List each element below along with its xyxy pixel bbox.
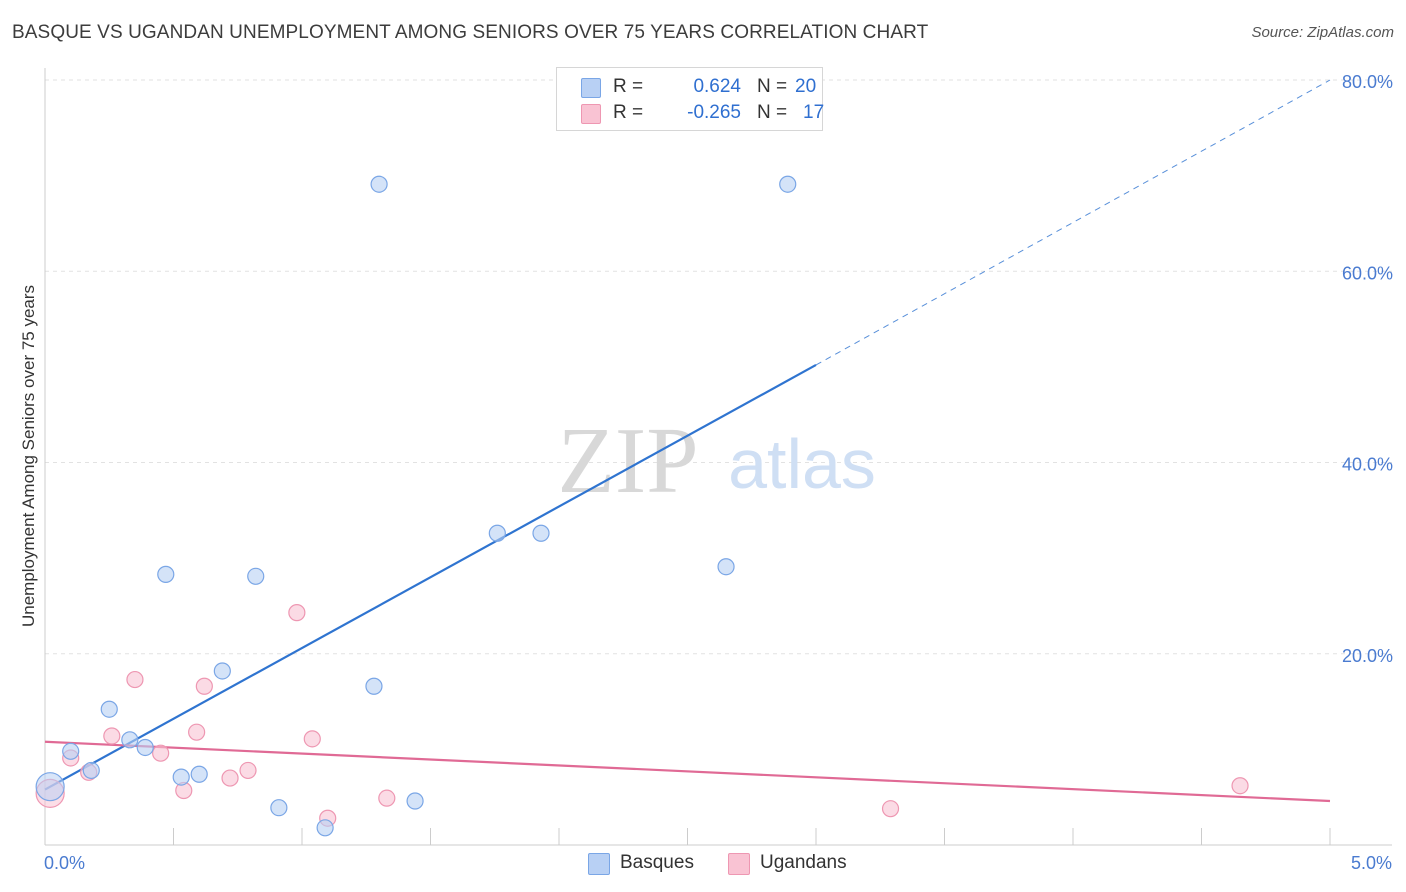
ugandans-point-4 — [103, 727, 121, 745]
x-tick-label-max: 5.0% — [1351, 853, 1392, 873]
y-tick-label-40: 40.0% — [1342, 455, 1393, 475]
ugandans-r-label: R = — [613, 102, 644, 123]
ugandans-r-value: -0.265 — [687, 102, 741, 123]
basques-point-14 — [365, 677, 383, 695]
x-tick-label-min: 0.0% — [44, 853, 85, 873]
basques-point-2 — [62, 742, 80, 760]
watermark-atlas: atlas — [728, 425, 876, 503]
ugandans-point-10 — [221, 769, 239, 787]
basques-point-11 — [247, 567, 265, 585]
basques-point-3 — [82, 761, 100, 780]
ugandans-point-12 — [288, 604, 306, 622]
ugandans-point-5 — [126, 670, 144, 689]
ugandans-legend-label: Ugandans — [760, 852, 847, 873]
basques-point-8 — [172, 768, 190, 786]
basques-point-10 — [213, 662, 231, 680]
basques-n-label: N = — [757, 76, 788, 97]
correlation-legend: R = 0.624 N = 20 R = -0.265 N = 17 — [556, 67, 825, 131]
axes — [44, 68, 1392, 846]
ugandans-n-label: N = — [757, 102, 788, 123]
watermark-zip: ZIP — [558, 409, 699, 513]
ugandans-point-11 — [239, 761, 257, 780]
basques-point-12 — [270, 799, 288, 817]
basques-trend-extension — [815, 79, 1331, 366]
basques-point-16 — [406, 792, 424, 810]
ugandans-swatch — [581, 104, 601, 124]
basques-point-19 — [717, 558, 735, 576]
basques-swatch — [581, 78, 601, 98]
basques-point-7 — [157, 565, 175, 583]
watermark: ZIP atlas — [558, 409, 876, 513]
ugandans-point-17 — [1231, 777, 1249, 795]
ugandans-point-9 — [195, 677, 213, 695]
ugandans-n-value: 17 — [803, 102, 825, 123]
basques-point-5 — [121, 731, 139, 749]
basques-point-13 — [316, 819, 334, 837]
tick-labels: 0.0% 5.0% 20.0% 40.0% 60.0% 80.0% — [44, 72, 1393, 873]
grid-lines — [45, 79, 1392, 655]
basques-point-9 — [190, 765, 208, 783]
source-credit: Source: ZipAtlas.com — [1251, 24, 1394, 41]
ugandans-legend-swatch — [728, 853, 750, 875]
data-points — [35, 175, 1249, 837]
basques-point-4 — [100, 700, 118, 718]
y-tick-label-20: 20.0% — [1342, 646, 1393, 666]
basques-point-1 — [35, 772, 65, 802]
ugandans-point-8 — [188, 723, 206, 741]
ugandans-point-15 — [378, 789, 396, 807]
y-tick-label-80: 80.0% — [1342, 72, 1393, 92]
y-tick-label-60: 60.0% — [1342, 263, 1393, 283]
basques-point-18 — [532, 524, 550, 542]
chart-title: BASQUE VS UGANDAN UNEMPLOYMENT AMONG SEN… — [12, 22, 929, 43]
basques-point-6 — [136, 738, 154, 757]
trend-lines — [44, 79, 1331, 803]
ugandans-trend-line — [44, 740, 1331, 803]
basques-r-value: 0.624 — [693, 76, 741, 97]
basques-point-17 — [488, 524, 506, 542]
basques-legend-swatch — [588, 853, 610, 875]
ugandans-point-6 — [152, 744, 170, 762]
ugandans-point-16 — [881, 800, 900, 818]
basques-n-value: 20 — [795, 76, 817, 97]
basques-point-20 — [779, 175, 797, 193]
basques-legend-label: Basques — [620, 852, 694, 873]
basques-r-label: R = — [613, 76, 644, 97]
ugandans-point-13 — [303, 730, 321, 748]
basques-point-15 — [370, 175, 388, 193]
basques-trend-line — [44, 363, 817, 791]
y-axis-label: Unemployment Among Seniors over 75 years — [19, 285, 38, 627]
